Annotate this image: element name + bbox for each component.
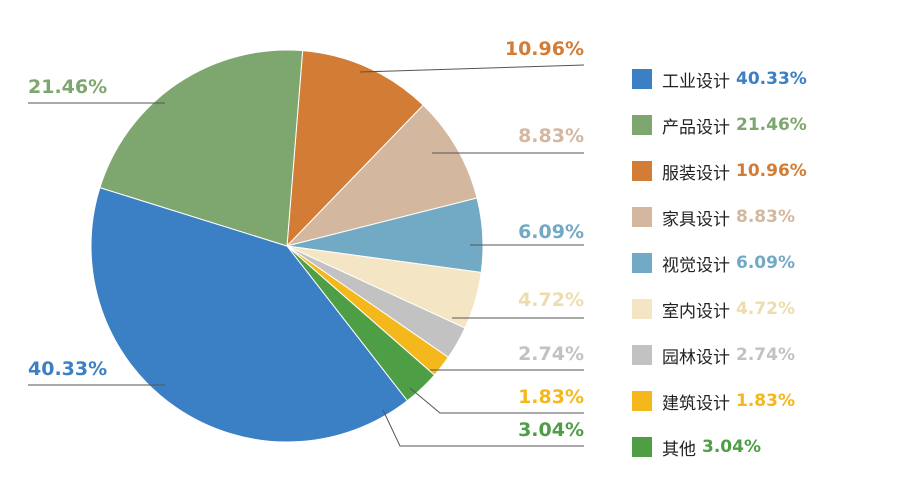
leader-lines [28,64,585,447]
legend-value: 21.46% [736,115,807,135]
legend-label: 产品设计 [662,117,730,138]
data-label-8: 1.83% [518,386,584,408]
pie-slice-3 [286,50,424,248]
legend-item-1: 工业设计 40.33% [632,56,807,102]
legend-item-6: 室内设计 4.72% [632,286,807,332]
legend-item-5: 视觉设计 6.09% [632,240,807,286]
leader-line-8 [409,387,584,414]
leader-line-9 [382,409,584,447]
data-label-6: 4.72% [518,289,584,311]
data-label-1: 40.33% [28,358,107,380]
pie-slices [90,49,484,443]
data-label-2: 21.46% [28,76,107,98]
legend-swatch [632,69,652,89]
legend-value: 2.74% [736,345,795,365]
legend-swatch [632,161,652,181]
legend-label: 视觉设计 [662,255,730,276]
data-label-7: 2.74% [518,343,584,365]
legend-item-2: 产品设计 21.46% [632,102,807,148]
data-label-3: 10.96% [505,38,584,60]
legend-swatch [632,115,652,135]
legend-value: 1.83% [736,391,795,411]
legend-value: 4.72% [736,299,795,319]
legend-swatch [632,391,652,411]
legend-value: 40.33% [736,69,807,89]
leader-line-3 [359,64,585,73]
legend-value: 3.04% [702,437,761,457]
legend-value: 8.83% [736,207,795,227]
pie-slice-1 [90,186,408,443]
legend-value: 6.09% [736,253,795,273]
data-label-5: 6.09% [518,221,584,243]
legend-label: 建筑设计 [662,393,730,414]
legend-swatch [632,345,652,365]
legend-item-3: 服装设计 10.96% [632,148,807,194]
legend-swatch [632,299,652,319]
legend-label: 其他 [662,439,696,460]
data-label-9: 3.04% [518,419,584,441]
legend-label: 服装设计 [662,163,730,184]
legend-swatch [632,253,652,273]
legend-swatch [632,437,652,457]
legend-item-7: 园林设计 2.74% [632,332,807,378]
legend-item-9: 其他 3.04% [632,424,807,470]
data-label-4: 8.83% [518,125,584,147]
legend-label: 室内设计 [662,301,730,322]
legend-item-8: 建筑设计 1.83% [632,378,807,424]
legend-label: 园林设计 [662,347,730,368]
legend-value: 10.96% [736,161,807,181]
data-labels: 40.33% 21.46% 10.96% 8.83% 6.09% 4.72% 2.74% 1.… [28,38,584,441]
pie-slice-4 [285,104,478,247]
legend-label: 家具设计 [662,209,730,230]
legend-label: 工业设计 [662,71,730,92]
legend: 工业设计 40.33% 产品设计 21.46% 服装设计 10.96% 家具设计 8.83% 视… [632,56,807,470]
legend-swatch [632,207,652,227]
legend-item-4: 家具设计 8.83% [632,194,807,240]
pie-slice-2 [99,49,304,247]
